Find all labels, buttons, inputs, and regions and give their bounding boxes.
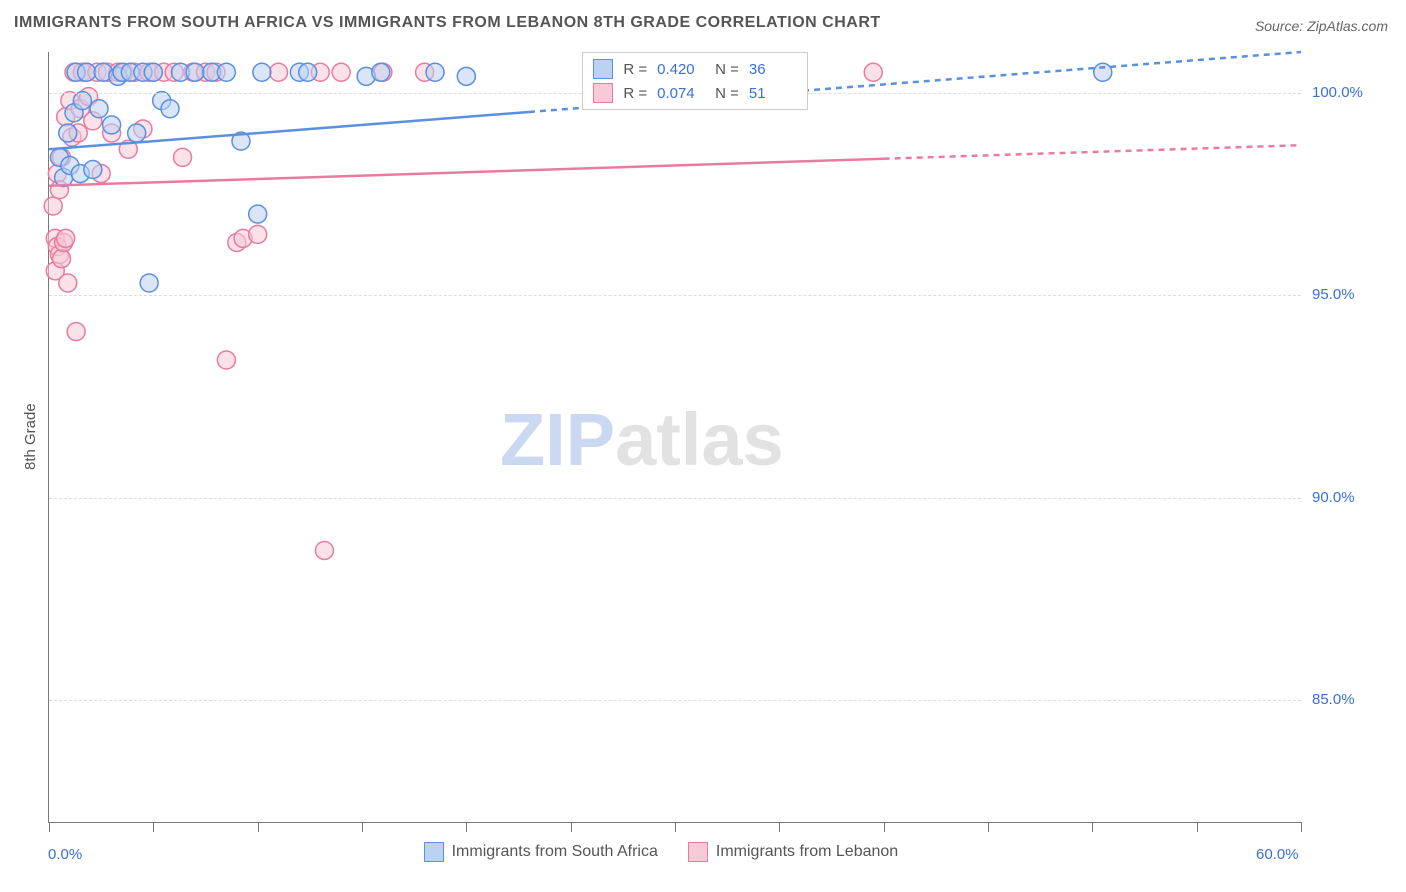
legend-r-label: R =	[623, 85, 647, 102]
stats-legend: R = 0.420 N = 36 R = 0.074 N = 51	[582, 52, 808, 110]
scatter-point-south_africa	[457, 67, 475, 85]
scatter-point-south_africa	[128, 124, 146, 142]
scatter-point-south_africa	[140, 274, 158, 292]
x-tick-mark	[1301, 822, 1302, 832]
watermark-brand-b: atlas	[615, 398, 784, 481]
scatter-point-south_africa	[1094, 63, 1112, 81]
legend-n-value: 51	[749, 85, 797, 102]
x-tick-mark	[362, 822, 363, 832]
scatter-point-lebanon	[67, 323, 85, 341]
x-tick-mark	[988, 822, 989, 832]
scatter-point-lebanon	[249, 225, 267, 243]
legend-swatch	[688, 842, 708, 862]
legend-swatch	[593, 83, 613, 103]
watermark-brand-a: ZIP	[500, 398, 615, 481]
trendline-extrap-lebanon	[884, 145, 1301, 159]
series-legend-label: Immigrants from South Africa	[452, 843, 658, 861]
x-tick-mark	[258, 822, 259, 832]
y-tick-label: 90.0%	[1312, 489, 1355, 506]
x-tick-mark	[153, 822, 154, 832]
gridline	[49, 295, 1301, 296]
x-tick-label: 60.0%	[1256, 846, 1299, 863]
scatter-point-lebanon	[53, 250, 71, 268]
scatter-point-lebanon	[44, 197, 62, 215]
scatter-point-lebanon	[57, 229, 75, 247]
legend-r-label: R =	[623, 61, 647, 78]
scatter-point-south_africa	[144, 63, 162, 81]
legend-n-label: N =	[715, 61, 739, 78]
scatter-point-south_africa	[103, 116, 121, 134]
gridline	[49, 498, 1301, 499]
watermark: ZIPatlas	[500, 397, 784, 482]
series-legend: Immigrants from South Africa Immigrants f…	[424, 842, 899, 862]
scatter-point-south_africa	[90, 100, 108, 118]
y-tick-label: 85.0%	[1312, 691, 1355, 708]
scatter-point-south_africa	[73, 92, 91, 110]
series-legend-label: Immigrants from Lebanon	[716, 843, 898, 861]
stats-legend-row: R = 0.420 N = 36	[593, 57, 797, 81]
x-tick-label: 0.0%	[48, 846, 82, 863]
x-tick-mark	[779, 822, 780, 832]
y-tick-label: 100.0%	[1312, 84, 1363, 101]
scatter-point-lebanon	[864, 63, 882, 81]
scatter-point-south_africa	[78, 63, 96, 81]
legend-r-value: 0.074	[657, 85, 705, 102]
scatter-point-south_africa	[84, 161, 102, 179]
source-label: Source: ZipAtlas.com	[1255, 18, 1388, 34]
scatter-point-south_africa	[249, 205, 267, 223]
legend-n-value: 36	[749, 61, 797, 78]
legend-n-label: N =	[715, 85, 739, 102]
scatter-point-lebanon	[315, 541, 333, 559]
legend-r-value: 0.420	[657, 61, 705, 78]
trendline-lebanon	[49, 159, 884, 186]
y-tick-label: 95.0%	[1312, 286, 1355, 303]
x-tick-mark	[466, 822, 467, 832]
plot-area: ZIPatlas R = 0.420 N = 36 R = 0.074 N = 51	[48, 52, 1301, 823]
series-legend-item: Immigrants from Lebanon	[688, 842, 898, 862]
scatter-point-south_africa	[59, 124, 77, 142]
scatter-point-lebanon	[174, 148, 192, 166]
scatter-point-south_africa	[186, 63, 204, 81]
scatter-point-south_africa	[253, 63, 271, 81]
stats-legend-row: R = 0.074 N = 51	[593, 81, 797, 105]
x-tick-mark	[571, 822, 572, 832]
scatter-point-south_africa	[217, 63, 235, 81]
scatter-point-lebanon	[217, 351, 235, 369]
x-tick-mark	[1197, 822, 1198, 832]
scatter-point-lebanon	[59, 274, 77, 292]
x-tick-mark	[49, 822, 50, 832]
gridline	[49, 700, 1301, 701]
x-tick-mark	[1092, 822, 1093, 832]
chart-title: IMMIGRANTS FROM SOUTH AFRICA VS IMMIGRAN…	[14, 14, 881, 32]
x-tick-mark	[675, 822, 676, 832]
scatter-point-south_africa	[299, 63, 317, 81]
scatter-point-south_africa	[372, 63, 390, 81]
series-legend-item: Immigrants from South Africa	[424, 842, 658, 862]
scatter-point-south_africa	[161, 100, 179, 118]
scatter-point-lebanon	[332, 63, 350, 81]
scatter-point-lebanon	[270, 63, 288, 81]
x-tick-mark	[884, 822, 885, 832]
legend-swatch	[424, 842, 444, 862]
y-axis-label: 8th Grade	[22, 403, 39, 470]
scatter-point-south_africa	[426, 63, 444, 81]
legend-swatch	[593, 59, 613, 79]
